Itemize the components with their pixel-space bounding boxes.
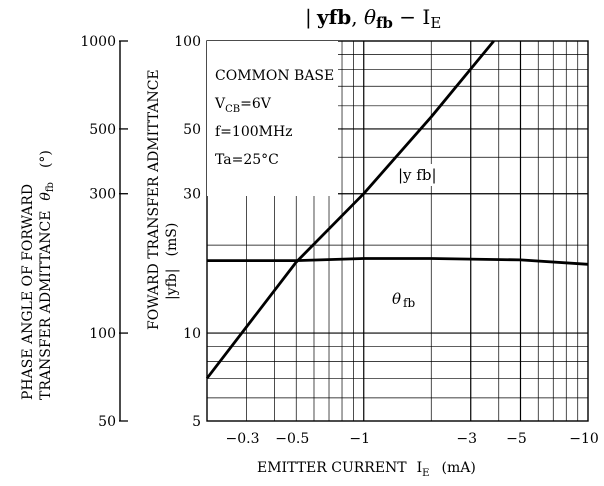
- condition-frequency: f=100MHz: [215, 124, 293, 140]
- yfb-label-bg: [394, 164, 452, 186]
- y-left-tick-label: 100: [89, 326, 116, 342]
- x-tick-label: −3: [456, 431, 477, 447]
- right-axis-ticks: 5 10 30 50 100: [174, 34, 201, 430]
- y-left-tick-label: 1000: [80, 34, 116, 50]
- y-axis-right-label-line1: FOWARD TRANSFER ADMITTANCE: [146, 69, 162, 330]
- condition-vcb: VCB=6V: [214, 96, 272, 115]
- x-axis-ticks: −0.3 −0.5 −1 −3 −5 −10: [225, 431, 598, 447]
- y-left-tick-label: 500: [89, 122, 116, 138]
- x-tick-label: −0.5: [275, 431, 309, 447]
- x-tick-label: −5: [506, 431, 527, 447]
- x-tick-label: −10: [569, 431, 599, 447]
- y-axis-left-label-line2: TRANSFER ADMITTANCEθfb(°): [38, 150, 56, 400]
- theta-label-bg: [388, 288, 430, 310]
- series-line-yfb: [205, 40, 495, 380]
- left-axis-ticks: 50 100 300 500 1000: [80, 34, 128, 430]
- y-right-tick-label: 30: [183, 187, 201, 203]
- x-tick-label: −0.3: [225, 431, 259, 447]
- condition-common-base: COMMON BASE: [215, 68, 334, 84]
- y-right-tick-label: 10: [183, 326, 201, 342]
- y-left-tick-label: 300: [89, 187, 116, 203]
- y-right-tick-label: 50: [183, 122, 201, 138]
- y-axis-right-label-line2: |yfb|(mS): [164, 223, 180, 300]
- grid-lines: [207, 41, 588, 421]
- plot-frame: [206, 40, 589, 422]
- y-left-tick-label: 50: [98, 414, 116, 430]
- series-line-theta: [207, 257, 589, 266]
- chart-title: yfb, θfb − IE: [316, 5, 441, 32]
- series-lines: [205, 40, 589, 380]
- y-axis-left-label-line1: PHASE ANGLE OF FORWARD: [20, 184, 36, 400]
- y-right-tick-label: 100: [174, 34, 201, 50]
- condition-temperature: Ta=25°C: [215, 152, 279, 168]
- series-label-yfb: |y fb|: [398, 166, 437, 184]
- y-right-tick-label: 5: [192, 414, 201, 430]
- series-label-theta: θ fb: [392, 290, 415, 310]
- conditions-box: [207, 41, 338, 196]
- x-tick-label: −1: [349, 431, 370, 447]
- chart-title-bar-left: |: [305, 5, 312, 30]
- x-axis-label: EMITTER CURRENT IE (mA): [257, 460, 476, 479]
